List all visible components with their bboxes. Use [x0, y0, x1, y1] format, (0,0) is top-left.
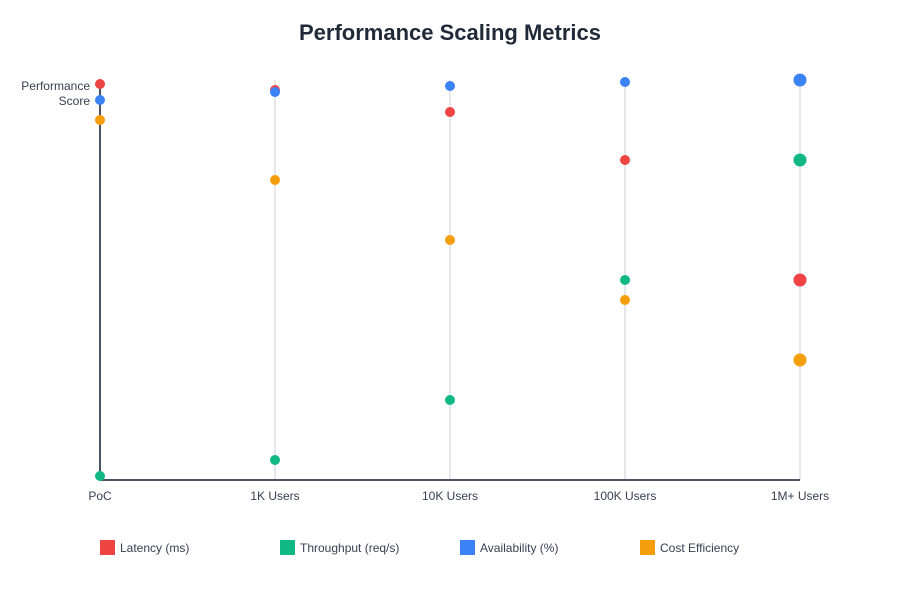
legend-swatch-cost-efficiency: [640, 540, 655, 555]
point-cost-efficiency-1m-users: [793, 353, 807, 367]
point-latency-ms-10k-users: [445, 107, 455, 117]
legend-label-availability: Availability (%): [480, 541, 558, 555]
point-throughput-req-s-10k-users: [445, 395, 455, 405]
legend-swatch-throughput-req-s: [280, 540, 295, 555]
point-cost-efficiency-100k-users: [620, 295, 630, 305]
point-throughput-req-s-1m-users: [793, 153, 807, 167]
point-cost-efficiency-10k-users: [445, 235, 455, 245]
x-tick-poc: PoC: [88, 489, 112, 503]
legend: Latency (ms) Throughput (req/s) Availabili…: [100, 540, 739, 555]
point-availability-1k-users: [270, 87, 280, 97]
legend-label-cost-efficiency: Cost Efficiency: [660, 541, 739, 555]
point-latency-ms-poc: [95, 79, 105, 89]
y-axis-label-line-1: Performance: [21, 79, 90, 93]
x-tick-10k-users: 10K Users: [422, 489, 478, 503]
point-availability-poc: [95, 95, 105, 105]
point-throughput-req-s-1k-users: [270, 455, 280, 465]
point-throughput-req-s-100k-users: [620, 275, 630, 285]
x-tick-1k-users: 1K Users: [250, 489, 299, 503]
point-availability-100k-users: [620, 77, 630, 87]
point-cost-efficiency-poc: [95, 115, 105, 125]
point-latency-ms-1m-users: [793, 273, 807, 287]
legend-label-throughput-req-s: Throughput (req/s): [300, 541, 399, 555]
point-availability-1m-users: [793, 73, 807, 87]
legend-swatch-availability: [460, 540, 475, 555]
data-points: [95, 73, 807, 481]
point-availability-10k-users: [445, 81, 455, 91]
x-tick-1m-users: 1M+ Users: [771, 489, 829, 503]
legend-label-latency-ms: Latency (ms): [120, 541, 189, 555]
x-tick-100k-users: 100K Users: [594, 489, 657, 503]
point-throughput-req-s-poc: [95, 471, 105, 481]
chart-title: Performance Scaling Metrics: [299, 20, 601, 45]
point-cost-efficiency-1k-users: [270, 175, 280, 185]
grid-lines: [274, 80, 801, 480]
x-tick-labels: PoC 1K Users 10K Users 100K Users 1M+ Users: [88, 489, 829, 503]
legend-swatch-latency-ms: [100, 540, 115, 555]
y-axis-label-line-2: Score: [59, 94, 91, 108]
point-latency-ms-100k-users: [620, 155, 630, 165]
